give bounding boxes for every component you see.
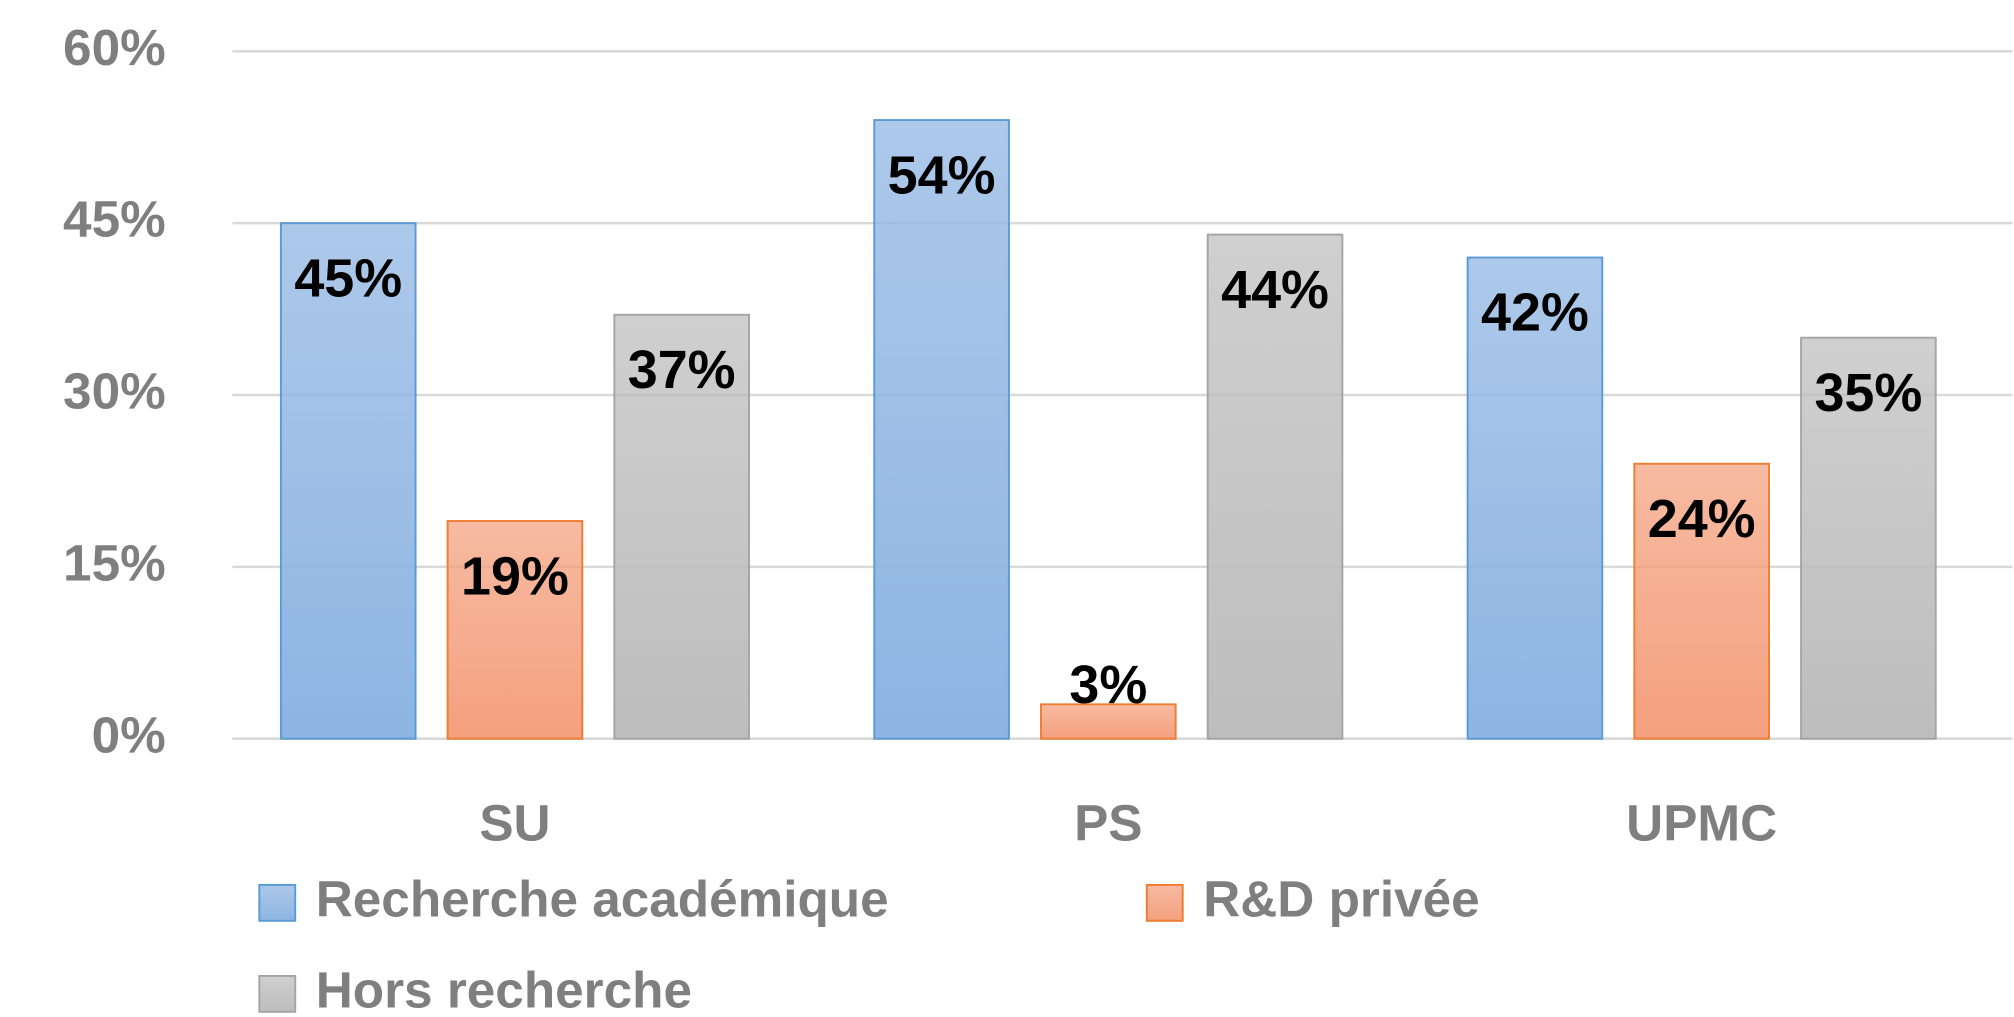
data-label: 35%	[1814, 363, 1922, 423]
bar	[1633, 462, 1770, 740]
bar	[873, 119, 1010, 740]
x-tick-label: UPMC	[1626, 795, 1777, 852]
y-tick-label: 45%	[63, 191, 166, 248]
data-label: 45%	[294, 248, 402, 308]
x-tick-label: SU	[479, 795, 550, 852]
bar	[1206, 233, 1344, 740]
legend-label: Recherche académique	[316, 870, 889, 927]
bar	[1466, 256, 1604, 740]
legend-label: Hors recherche	[316, 961, 692, 1017]
data-label: 37%	[628, 340, 736, 400]
y-tick-label: 15%	[63, 534, 166, 591]
data-label: 24%	[1648, 489, 1756, 549]
data-label: 54%	[888, 145, 996, 205]
bar	[279, 222, 417, 740]
legend-swatch	[258, 883, 297, 922]
data-label: 42%	[1481, 283, 1589, 343]
data-label: 19%	[461, 546, 569, 606]
bar	[1800, 336, 1937, 740]
data-label: 44%	[1221, 260, 1329, 320]
data-label: 3%	[1069, 655, 1147, 715]
legend-label: R&D privée	[1203, 870, 1479, 927]
legend-swatch	[258, 974, 297, 1013]
bar	[613, 313, 750, 740]
y-tick-label: 30%	[63, 363, 166, 420]
bar	[446, 520, 584, 740]
legend-swatch	[1145, 883, 1184, 922]
bar	[1040, 703, 1177, 740]
x-tick-label: PS	[1074, 795, 1142, 852]
y-tick-label: 60%	[63, 19, 166, 76]
y-tick-label: 0%	[92, 706, 166, 763]
